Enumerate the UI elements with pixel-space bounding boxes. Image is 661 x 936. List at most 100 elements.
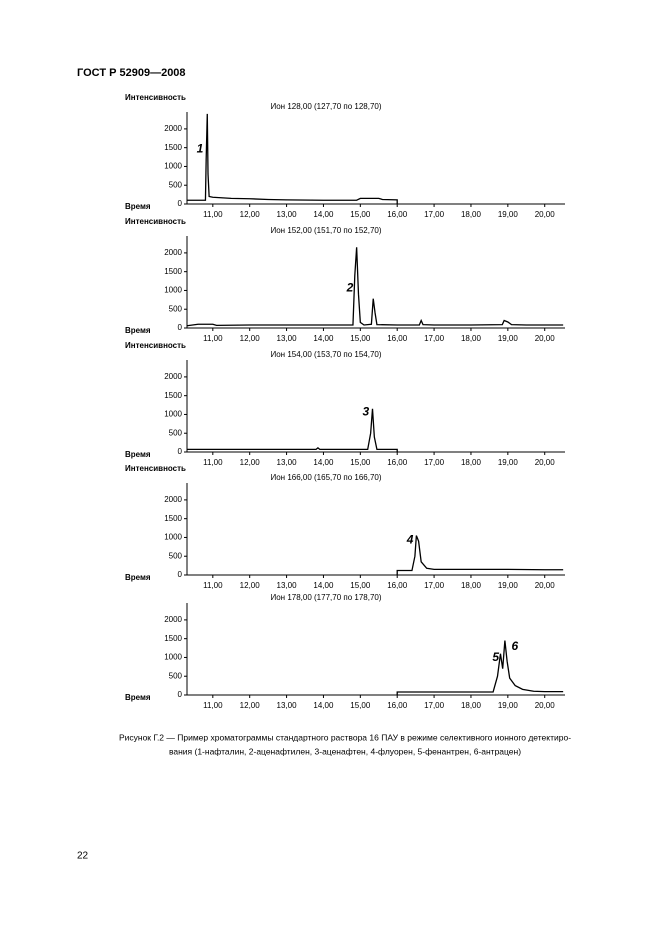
x-tick-label: 11,00: [203, 458, 223, 467]
chart-title: Ион 154,00 (153,70 по 154,70): [270, 350, 381, 359]
y-tick-label: 500: [169, 304, 183, 313]
y-axis-label: Интенсивность: [125, 93, 186, 102]
caption-line: Рисунок Г.2 — Пример хроматограммы станд…: [119, 732, 571, 742]
x-tick-label: 17,00: [424, 334, 445, 343]
y-tick-label: 1000: [164, 162, 182, 171]
y-axis-label: Интенсивность: [125, 217, 186, 226]
y-tick-label: 500: [169, 671, 183, 680]
chart-title: Ион 152,00 (151,70 по 152,70): [270, 226, 381, 235]
y-tick-label: 0: [178, 323, 183, 332]
x-tick-label: 16,00: [387, 334, 408, 343]
y-axis-label: Интенсивность: [125, 341, 186, 350]
x-tick-label: 13,00: [277, 458, 298, 467]
y-tick-label: 1500: [164, 634, 182, 643]
chart-title: Ион 128,00 (127,70 по 128,70): [270, 102, 381, 111]
x-tick-label: 18,00: [461, 334, 482, 343]
y-tick-label: 1500: [164, 514, 182, 523]
x-tick-label: 13,00: [277, 334, 298, 343]
page-number: 22: [77, 851, 89, 862]
peak-label: 5: [492, 650, 499, 664]
y-tick-label: 2000: [164, 495, 182, 504]
x-tick-label: 20,00: [535, 581, 556, 590]
x-tick-label: 18,00: [461, 458, 482, 467]
x-tick-label: 16,00: [387, 458, 408, 467]
y-tick-label: 0: [178, 447, 183, 456]
x-tick-label: 13,00: [277, 210, 298, 219]
x-tick-label: 16,00: [387, 210, 408, 219]
x-tick-label: 15,00: [350, 701, 371, 710]
x-axis-label: Время: [125, 202, 151, 211]
x-tick-label: 15,00: [350, 334, 371, 343]
x-tick-label: 12,00: [240, 334, 261, 343]
y-tick-label: 0: [178, 690, 183, 699]
chromatogram-line: [187, 113, 398, 204]
x-tick-label: 17,00: [424, 210, 445, 219]
x-tick-label: 20,00: [535, 701, 556, 710]
y-tick-label: 500: [169, 428, 183, 437]
x-tick-label: 19,00: [498, 701, 519, 710]
chromatogram-line: [186, 247, 564, 327]
peak-label: 6: [512, 639, 519, 653]
peak-label: 2: [346, 281, 354, 295]
x-tick-label: 17,00: [424, 701, 445, 710]
y-tick-label: 1000: [164, 653, 182, 662]
x-tick-label: 12,00: [240, 210, 261, 219]
x-tick-label: 11,00: [203, 210, 223, 219]
y-axis-label: Интенсивность: [125, 464, 186, 473]
x-tick-label: 11,00: [203, 701, 223, 710]
chromatogram-line: [396, 535, 564, 575]
x-axis-label: Время: [125, 326, 151, 335]
x-axis-label: Время: [125, 693, 151, 702]
y-tick-label: 2000: [164, 615, 182, 624]
x-tick-label: 15,00: [350, 581, 371, 590]
y-tick-label: 0: [178, 199, 183, 208]
x-tick-label: 20,00: [535, 334, 556, 343]
x-tick-label: 19,00: [498, 581, 519, 590]
x-tick-label: 16,00: [387, 701, 408, 710]
header: ГОСТ Р 52909—2008: [77, 67, 186, 79]
y-tick-label: 1500: [164, 391, 182, 400]
caption-line: вания (1-нафталин, 2-аценафтилен, 3-ацен…: [169, 746, 521, 756]
y-tick-label: 2000: [164, 372, 182, 381]
x-tick-label: 19,00: [498, 334, 519, 343]
x-tick-label: 20,00: [535, 458, 556, 467]
x-tick-label: 18,00: [461, 210, 482, 219]
x-tick-label: 11,00: [203, 581, 223, 590]
x-tick-label: 14,00: [313, 210, 334, 219]
x-tick-label: 18,00: [461, 701, 482, 710]
chart-title: Ион 166,00 (165,70 по 166,70): [270, 473, 381, 482]
peak-label: 1: [197, 142, 204, 156]
y-tick-label: 1500: [164, 267, 182, 276]
x-tick-label: 14,00: [313, 334, 334, 343]
y-tick-label: 1000: [164, 533, 182, 542]
x-axis-label: Время: [125, 450, 151, 459]
x-tick-label: 14,00: [313, 458, 334, 467]
x-tick-label: 20,00: [535, 210, 556, 219]
x-tick-label: 18,00: [461, 581, 482, 590]
y-tick-label: 500: [169, 551, 183, 560]
x-tick-label: 17,00: [424, 458, 445, 467]
y-tick-label: 1000: [164, 410, 182, 419]
chart-title: Ион 178,00 (177,70 по 178,70): [270, 593, 381, 602]
x-tick-label: 15,00: [350, 458, 371, 467]
x-tick-label: 13,00: [277, 581, 298, 590]
chromatogram-line: [396, 640, 564, 695]
x-tick-label: 12,00: [240, 581, 261, 590]
x-tick-label: 13,00: [277, 701, 298, 710]
x-tick-label: 15,00: [350, 210, 371, 219]
x-tick-label: 12,00: [240, 458, 261, 467]
x-axis-label: Время: [125, 573, 151, 582]
x-tick-label: 17,00: [424, 581, 445, 590]
x-tick-label: 14,00: [313, 581, 334, 590]
y-tick-label: 2000: [164, 248, 182, 257]
y-tick-label: 1500: [164, 143, 182, 152]
chromatogram-line: [187, 408, 398, 452]
x-tick-label: 14,00: [313, 701, 334, 710]
y-tick-label: 1000: [164, 286, 182, 295]
x-tick-label: 16,00: [387, 581, 408, 590]
x-tick-label: 11,00: [203, 334, 223, 343]
peak-label: 4: [406, 533, 414, 547]
